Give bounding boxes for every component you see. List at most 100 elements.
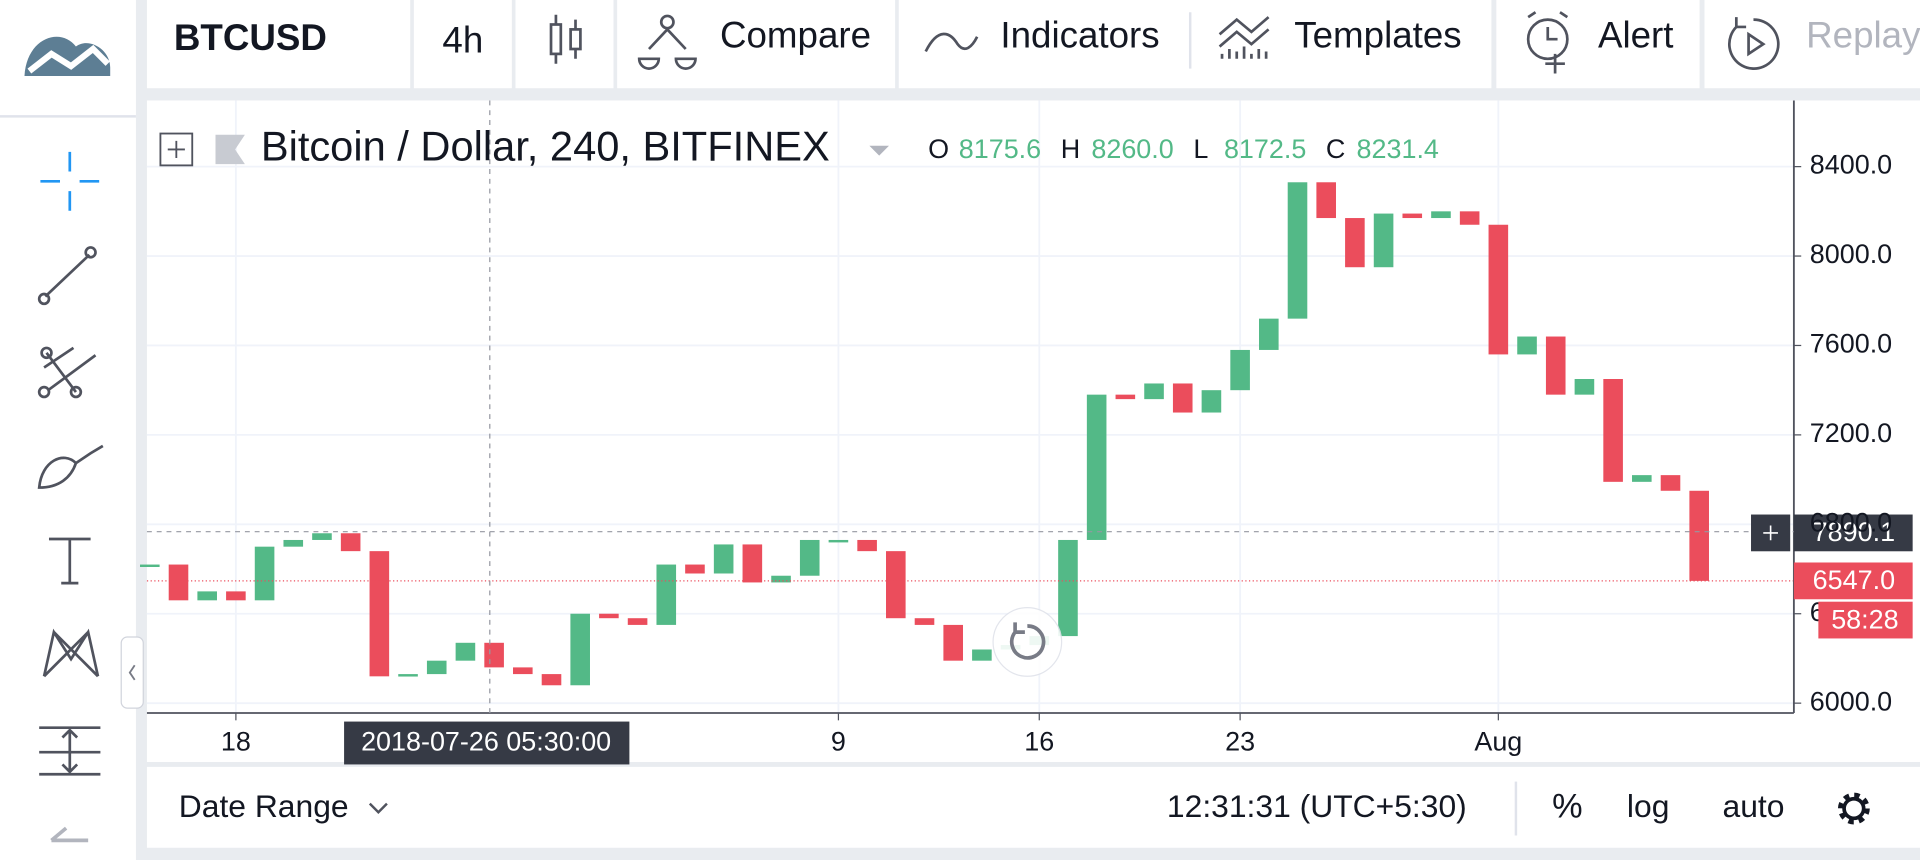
crosshair-time: 2018-07-26 05:30:00 [361,727,611,757]
candle [541,674,562,686]
candle [283,539,304,547]
y-tick-label: 6800.0 [1810,507,1892,537]
y-tick-label: 7600.0 [1810,329,1892,359]
symbol-panel[interactable] [146,0,411,89]
indicators: Indicators [1000,15,1159,56]
candle [1345,218,1365,268]
ohlc: O 8175.6 H 8260.0 L 8172.5 C 8231.4 [928,134,1439,164]
fib-tool[interactable] [37,346,97,399]
countdown-badge [1818,601,1913,639]
auto-button[interactable]: auto [1723,788,1785,824]
log-button[interactable]: log [1627,788,1669,824]
candle [1373,213,1394,268]
candle [742,544,763,583]
interval-panel[interactable] [413,0,512,89]
countdown: 58:28 [1831,604,1898,634]
trendline-tool[interactable] [37,246,97,306]
candle [1402,213,1423,219]
indicators-panel[interactable] [898,0,1492,89]
candle [914,618,935,625]
text-tool[interactable] [48,537,91,585]
dropdown-arrow[interactable] [869,145,889,156]
compare: Compare [720,15,871,56]
sidebar [0,0,136,860]
templates: Templates [1294,15,1461,56]
brush-tool[interactable] [37,444,104,489]
crosshair-price: 7890.1 [1813,517,1895,547]
candle-icon [549,14,582,64]
ohlc-value: 8175.6 [959,134,1041,164]
candle [226,591,246,601]
candle [972,649,992,661]
pattern-tool[interactable] [42,628,100,678]
candle [1115,394,1136,400]
last-price-badge [1793,562,1913,600]
clock: 12:31:31 (UTC+5:30) [1167,788,1467,824]
ohlc-key: L [1193,134,1208,164]
ohlc-value: 8172.5 [1224,134,1306,164]
percent-button[interactable]: % [1552,788,1582,826]
expand-plus [167,140,185,159]
ohlc-value: 8260.0 [1091,134,1173,164]
candle [1230,349,1250,391]
scroll-icon [1009,622,1046,660]
candle [713,544,734,574]
candle [140,564,160,568]
candle [1689,490,1709,581]
date-range[interactable]: Date Range [179,788,349,824]
candle [1144,383,1164,400]
crosshair-tool[interactable] [40,151,100,211]
last-price: 6547.0 [1813,565,1895,595]
back-arrow[interactable] [50,826,89,843]
compare-panel[interactable] [617,0,896,89]
scroll-button[interactable] [992,607,1063,677]
replay-panel[interactable] [1704,0,1920,89]
candle [1287,182,1308,319]
chart-type-panel[interactable] [515,0,614,89]
measure-tool[interactable] [39,726,101,776]
candle [1459,211,1480,225]
alert-icon [1526,11,1569,74]
x-tick-label: 16 [1024,727,1054,757]
ohlc-key: C [1326,134,1345,164]
candle [1603,379,1623,482]
candle [426,660,447,675]
candle [1431,211,1451,219]
add-icon [1763,525,1778,541]
candle [1259,318,1279,350]
settings-button[interactable] [1837,792,1870,825]
price-badge [1793,514,1913,552]
date-range-arrow [368,802,388,814]
candle [1058,539,1078,637]
logo [24,36,111,76]
candle [1660,475,1681,491]
candle [771,575,791,583]
indicators-icon [924,32,979,53]
y-tick-label: 8000.0 [1810,239,1892,269]
candle [398,674,418,677]
candle [1545,336,1566,395]
flag-icon[interactable] [215,134,245,165]
candle [197,591,217,601]
candle [1488,224,1509,355]
candle [1632,475,1652,482]
candle [828,539,849,543]
candle [1574,379,1595,395]
candle [513,667,533,675]
ohlc-key: O [928,134,949,164]
candle [455,642,476,661]
candle [857,539,877,552]
collapse-tab[interactable] [120,636,144,709]
replay-icon [1728,17,1780,70]
expand-icon[interactable] [159,132,194,167]
x-tick-label: 18 [221,727,251,757]
symbol: BTCUSD [174,17,327,58]
candle [656,564,677,625]
x-tick-label: 9 [831,727,846,757]
candle [1517,336,1537,355]
plot [140,100,1802,721]
ohlc-value: 8231.4 [1357,134,1439,164]
footer [146,766,1920,848]
